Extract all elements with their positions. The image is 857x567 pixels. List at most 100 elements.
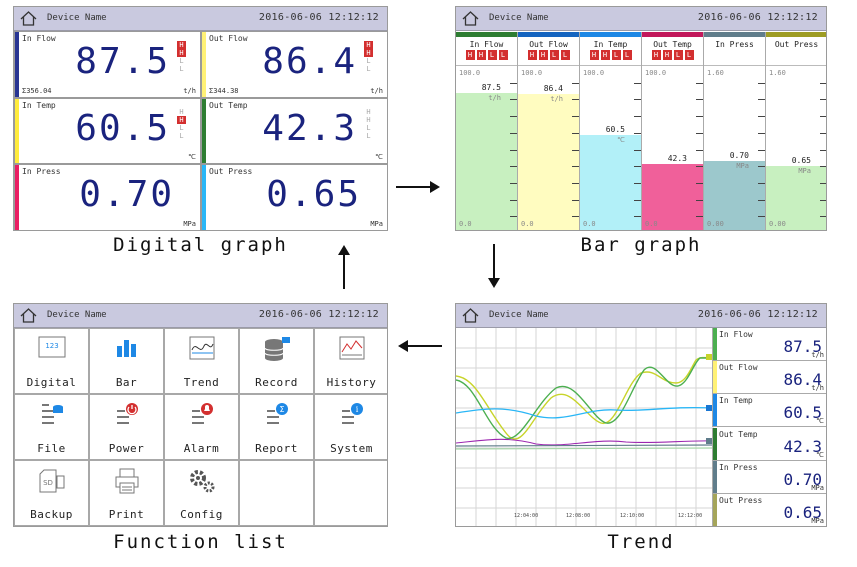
scale-tick [758,99,765,100]
function-report-button[interactable]: Σ Report [239,394,314,460]
trend-icon [189,336,215,364]
home-icon[interactable] [462,11,479,26]
svg-text:123: 123 [45,342,58,350]
history-icon [339,336,365,364]
bar-scale: 1.60 0.00 0.65 MPa [766,65,826,230]
bar-unit: MPa [736,162,749,170]
datetime: 2016-06-06 12:12:12 [258,12,379,23]
home-icon[interactable] [462,308,479,323]
caption-bar: Bar graph [580,234,702,256]
scale-tick [696,116,703,117]
function-record-button[interactable]: Record [239,328,314,394]
function-label: History [326,376,377,389]
bar-max: 100.0 [583,69,605,77]
svg-text:i: i [355,405,358,414]
system-icon: i [340,402,364,432]
function-history-button[interactable]: History [314,328,387,394]
function-digital-button[interactable]: 123 Digital [14,328,89,394]
function-alarm-button[interactable]: Alarm [164,394,239,460]
function-trend-button[interactable]: Trend [164,328,239,394]
scale-tick [572,200,579,201]
home-icon[interactable] [20,11,37,26]
function-backup-button[interactable]: SD Backup [14,460,89,526]
channel-name: In Flow [719,330,753,339]
device-name: Device Name [489,13,549,23]
bar-min: 0.0 [645,220,658,228]
trend-channel-in-temp[interactable]: In Temp 60.5 ℃ [712,394,826,428]
channel-unit: t/h [811,351,824,359]
alarm-icon [190,402,214,432]
bar-min: 0.0 [459,220,472,228]
channel-value: 87.5 [75,41,170,82]
datetime: 2016-06-06 12:12:12 [258,309,379,320]
bar-min: 0.00 [707,220,724,228]
bar-column-in-temp[interactable]: In Temp H H L L 100.0 0.0 60.5 ℃ [580,32,642,230]
function-config-button[interactable]: Config [164,460,239,526]
bar-column-out-flow[interactable]: Out Flow H H L L 100.0 0.0 86.4 t/h [518,32,580,230]
bar-fill [518,94,579,230]
bar-fill [704,161,765,230]
trend-channel-in-press[interactable]: In Press 0.70 MPa [712,460,826,494]
channel-name: Out Press [209,167,253,176]
scale-tick [758,150,765,151]
header-bar: Device Name 2016-06-06 12:12:12 [456,7,826,31]
bar-min: 0.0 [583,220,596,228]
trend-channel-in-flow[interactable]: In Flow 87.5 t/h [712,328,826,361]
scale-tick [696,133,703,134]
accumulated-value: Σ344.38 [209,87,239,95]
time-label: 12:04:00 [514,513,538,519]
function-power-button[interactable]: Power [89,394,164,460]
bar-graph-panel: Device Name 2016-06-06 12:12:12 In Flow H… [455,6,827,231]
scale-tick [572,116,579,117]
home-icon[interactable] [20,308,37,323]
bar-column-in-press[interactable]: In Press 1.60 0.00 0.70 MPa [704,32,766,230]
scale-tick [758,116,765,117]
scale-tick [696,83,703,84]
function-label: Backup [30,508,73,521]
bar-column-out-temp[interactable]: Out Temp H H L L 100.0 0.0 42.3 [642,32,704,230]
function-system-button[interactable]: i System [314,394,387,460]
trend-channel-out-press[interactable]: Out Press 0.65 MPa [712,494,826,526]
bar-value: 87.5 [481,83,501,92]
scale-tick [820,150,826,151]
arrow-down-icon [488,244,500,288]
scale-tick [696,99,703,100]
function-bar-button[interactable]: Bar [89,328,164,394]
scale-tick [634,200,641,201]
scale-tick [572,183,579,184]
svg-text:SD: SD [43,479,53,487]
channel-name: In Press [22,167,61,176]
trend-channel-out-temp[interactable]: Out Temp 42.3 ℃ [712,427,826,461]
svg-text:Σ: Σ [279,405,284,414]
trend-chart[interactable]: 12:04:00 12:08:00 12:10:00 12:12:00 [456,328,714,527]
digital-cell-in-press[interactable]: In Press 0.70 MPa [14,164,201,230]
function-empty-cell [314,460,387,526]
scale-tick [510,166,517,167]
function-print-button[interactable]: Print [89,460,164,526]
channel-value: 87.5 [783,337,822,356]
sd-card-icon: SD [38,468,66,498]
bar-scale: 100.0 0.0 42.3 [642,65,703,230]
bar-column-in-flow[interactable]: In Flow H H L L 100.0 0.0 87.5 t/h [456,32,518,230]
trend-line-in-press [456,444,714,447]
function-label: System [330,442,373,455]
trend-channel-out-flow[interactable]: Out Flow 86.4 t/h [712,361,826,395]
bar-unit: ℃ [617,136,625,144]
header-bar: Device Name 2016-06-06 12:12:12 [456,304,826,328]
caption-function: Function list [113,531,288,553]
function-label: Alarm [183,442,220,455]
channel-name: In Temp [22,101,56,110]
digital-cell-out-press[interactable]: Out Press 0.65 MPa [201,164,387,230]
file-icon [40,402,64,432]
function-file-button[interactable]: File [14,394,89,460]
bar-column-out-press[interactable]: Out Press 1.60 0.00 0.65 MPa [766,32,826,230]
channel-name: In Flow [22,34,56,43]
scale-tick [820,183,826,184]
scale-tick [634,133,641,134]
